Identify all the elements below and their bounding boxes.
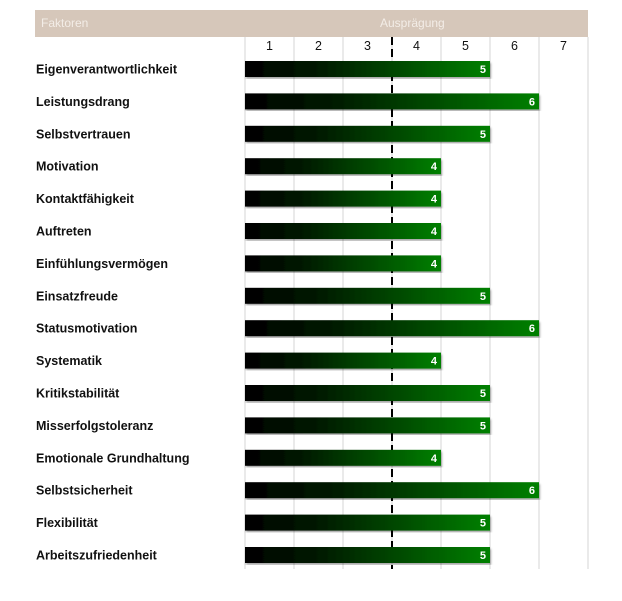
bar (245, 449, 441, 466)
bar-value-label: 4 (431, 356, 438, 368)
scale-header: Ausprägung (380, 16, 445, 30)
category-label: Statusmotivation (36, 322, 137, 336)
bar (245, 514, 490, 531)
tick-label: 5 (462, 39, 469, 53)
tick-label: 1 (266, 39, 273, 53)
bar-value-label: 4 (431, 453, 438, 465)
bar (245, 482, 539, 499)
category-label: Emotionale Grundhaltung (36, 451, 189, 465)
bar (245, 320, 539, 337)
bar-value-label: 5 (480, 550, 486, 562)
category-label: Flexibilität (36, 516, 99, 530)
tick-label: 4 (413, 39, 420, 53)
bar-value-label: 5 (480, 420, 486, 432)
bar-value-label: 5 (480, 291, 486, 303)
category-label: Kritikstabilität (36, 387, 120, 401)
bar-value-label: 5 (480, 64, 486, 76)
tick-label: 6 (511, 39, 518, 53)
bar (245, 125, 490, 142)
category-label: Eigenverantwortlichkeit (36, 63, 178, 77)
bar (245, 352, 441, 369)
bar-value-label: 4 (431, 161, 438, 173)
bar-value-label: 4 (431, 258, 438, 270)
factors-header: Faktoren (41, 16, 89, 30)
bar-value-label: 6 (529, 96, 535, 108)
category-label: Systematik (36, 354, 102, 368)
bar-value-label: 4 (431, 226, 438, 238)
bar (245, 61, 490, 77)
bar (245, 417, 490, 434)
bar (245, 223, 441, 239)
bar (245, 158, 441, 175)
category-label: Leistungsdrang (36, 95, 130, 109)
bar (245, 255, 441, 272)
tick-label: 3 (364, 39, 371, 53)
category-label: Kontaktfähigkeit (36, 192, 135, 206)
bar-value-label: 4 (431, 194, 438, 206)
table-header: Faktoren Ausprägung (35, 10, 588, 37)
category-label: Auftreten (36, 225, 92, 239)
category-label: Einsatzfreude (36, 289, 118, 303)
bar-value-label: 5 (480, 388, 486, 400)
bar-value-label: 6 (529, 485, 535, 497)
category-label: Selbstsicherheit (36, 484, 133, 498)
bar (245, 547, 490, 563)
bar-value-label: 5 (480, 518, 486, 530)
bar (245, 190, 441, 207)
category-label: Einfühlungsvermögen (36, 257, 168, 271)
tick-label: 7 (560, 39, 567, 53)
bar-value-label: 6 (529, 323, 535, 335)
category-label: Misserfolgstoleranz (36, 419, 153, 433)
tick-label: 2 (315, 39, 322, 53)
category-label: Arbeitszufriedenheit (36, 549, 158, 563)
bar (245, 287, 490, 304)
category-label: Motivation (36, 160, 99, 174)
bar (245, 385, 490, 401)
category-label: Selbstvertrauen (36, 127, 130, 141)
bar (245, 93, 539, 110)
bar-value-label: 5 (480, 129, 486, 141)
